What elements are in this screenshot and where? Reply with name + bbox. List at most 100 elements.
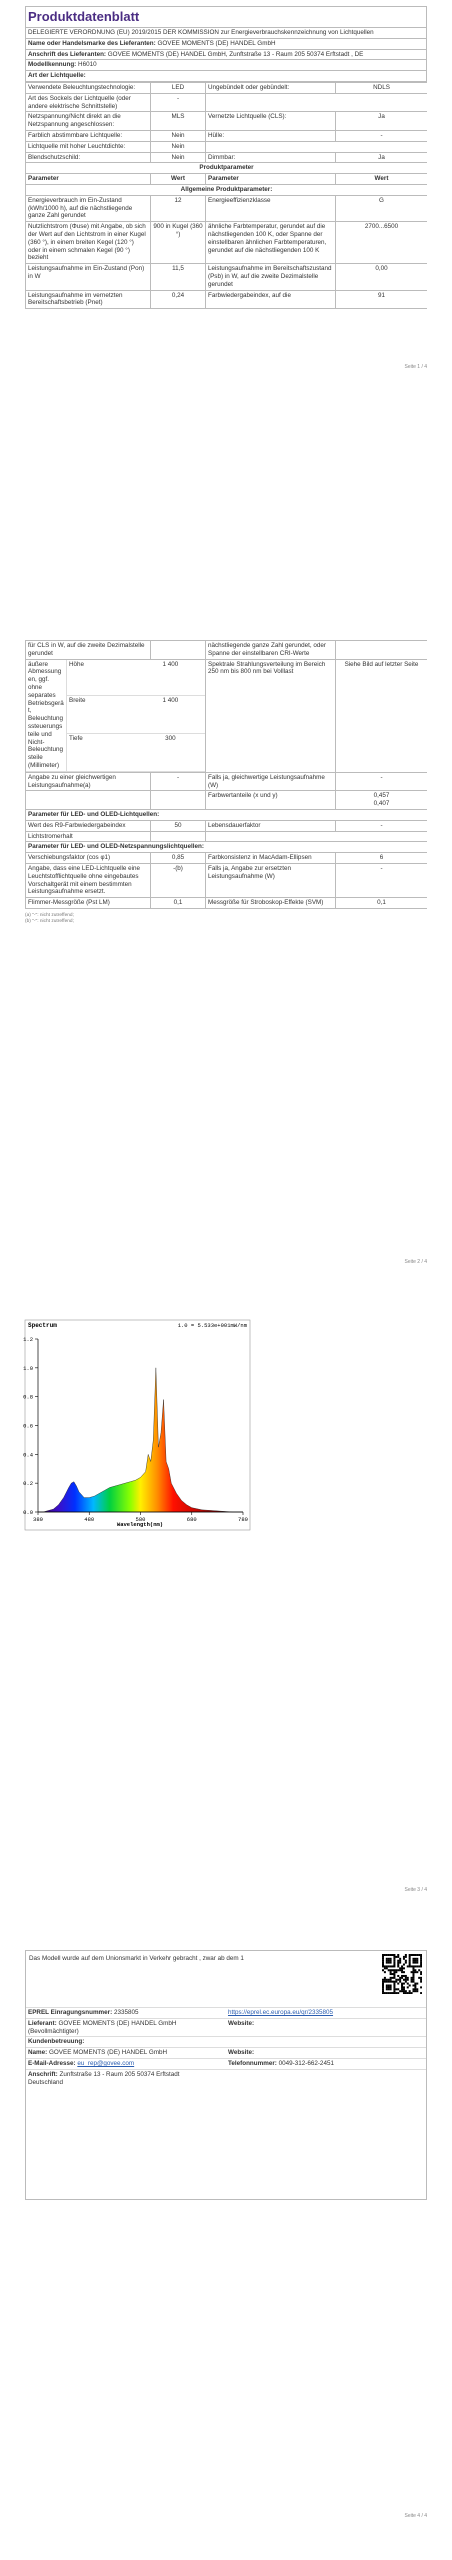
y-tick-label: 1.0: [23, 1365, 33, 1372]
section-header: Allgemeine Produktparameter:: [25, 183, 427, 196]
qr-module: [420, 1976, 422, 1979]
field-value: GOVEE MOMENTS (DE) HANDEL GmbH: [49, 2049, 168, 2057]
label-cell: Art des Sockels der Lichtquelle (oder an…: [25, 92, 151, 113]
table-row: Lichtquelle mit hoher Leuchtdichte: Nein: [25, 140, 427, 153]
qr-module: [382, 1978, 385, 1981]
label-cell: [25, 790, 151, 810]
qr-module: [406, 1978, 409, 1981]
qr-module: [387, 1988, 390, 1991]
contact-row: E-Mail-Adresse: eu_rep@govee.com Telefonn…: [26, 2057, 426, 2070]
contact-row: Kundenbetreuung:: [26, 2036, 426, 2048]
value-cell: 12: [150, 194, 206, 223]
dimension-row: Tiefe 300: [26, 733, 205, 772]
footnote: (a) "-": nicht zutreffend;: [25, 912, 74, 918]
link[interactable]: eu_rep@govee.com: [77, 2059, 135, 2067]
qr-module: [412, 1973, 415, 1976]
qr-module: [416, 1957, 419, 1960]
qr-module: [406, 1982, 409, 1985]
qr-module: [393, 1980, 396, 1983]
x-axis-label: Wavelength(nm): [117, 1521, 163, 1528]
qr-module: [408, 1955, 411, 1958]
page-footer: Seite 2 / 4: [404, 1259, 427, 1265]
qr-module: [406, 1976, 409, 1979]
qr-module: [416, 1959, 419, 1962]
qr-module: [385, 1978, 388, 1981]
qr-module: [382, 1963, 385, 1966]
qr-module: [382, 1954, 385, 1957]
qr-module: [402, 1955, 405, 1958]
qr-module: [420, 1973, 422, 1976]
qr-module: [382, 1986, 385, 1989]
qr-module: [404, 1992, 407, 1994]
table-row: Leistungsaufnahme im Ein-Zustand (Pon) i…: [25, 263, 427, 291]
field-value: GOVEE MOMENTS (DE) HANDEL GmbH (Bevollmä…: [28, 2019, 177, 2035]
qr-module: [393, 1974, 396, 1977]
qr-module: [389, 1959, 392, 1962]
value: H6010: [78, 61, 97, 69]
qr-module: [404, 1978, 407, 1981]
model: Modellkennung: H6010: [25, 60, 427, 72]
qr-module: [402, 1988, 405, 1991]
y-tick-label: 0.0: [23, 1509, 33, 1516]
label-cell: Nutzlichtstrom (Φuse) mit Angabe, ob sic…: [25, 221, 151, 265]
qr-module: [412, 1967, 415, 1970]
qr-module: [416, 1965, 419, 1968]
qr-module: [387, 1986, 390, 1989]
qr-module: [414, 1984, 417, 1987]
qr-module: [385, 1957, 388, 1960]
footnotes: (a) "-": nicht zutreffend; (b) "-": nicht…: [25, 913, 427, 925]
label: Anschrift des Lieferanten:: [28, 50, 107, 58]
qr-module: [412, 1959, 415, 1962]
qr-module: [397, 1974, 400, 1977]
qr-module: [408, 1957, 411, 1960]
field-value: Zunftstraße 13 - Raum 205 50374 Erftstad…: [28, 2070, 180, 2086]
qr-module: [402, 1990, 405, 1993]
label-cell: ähnliche Farbtemperatur, gerundet auf di…: [205, 221, 336, 265]
qr-module: [410, 1976, 413, 1979]
qr-module: [416, 1971, 419, 1974]
qr-module: [382, 1980, 385, 1983]
contact-cell: Kundenbetreuung:: [26, 2036, 426, 2048]
qr-module: [402, 1986, 405, 1989]
qr-module: [404, 1976, 407, 1979]
value: GOVEE MOMENTS (DE) HANDEL GmbH, Zunftstr…: [107, 50, 364, 58]
qr-module: [402, 1967, 405, 1970]
qr-module: [397, 1982, 400, 1985]
value-cell: -: [335, 129, 427, 142]
qr-module: [387, 1959, 390, 1962]
qr-module: [389, 1965, 392, 1968]
qr-module: [387, 1965, 390, 1968]
qr-module: [420, 1957, 422, 1960]
page-1: Produktdatenblatt DELEGIERTE VERORDNUNG …: [25, 6, 427, 366]
product-table: Verwendete Beleuchtungstechnologie: LED Un…: [25, 81, 427, 310]
label-cell: Parameter: [205, 173, 336, 185]
qr-module: [391, 1976, 394, 1979]
label-cell: Leistungsaufnahme im Bereitschaftszustan…: [205, 263, 336, 291]
qr-module: [408, 1992, 411, 1994]
qr-module: [404, 1990, 407, 1993]
qr-module: [393, 1990, 396, 1993]
qr-module: [420, 1959, 422, 1962]
qr-module: [420, 1978, 422, 1981]
value-cell: 0,00: [335, 263, 427, 291]
qr-module: [389, 1973, 392, 1976]
qr-module: [391, 1954, 394, 1957]
x-tick-label: 780: [238, 1516, 248, 1523]
link[interactable]: https://eprel.ec.europa.eu/qr/2335805: [228, 2009, 334, 2016]
label-cell: Dimmbar:: [205, 151, 336, 164]
table-row: Wert des R9-Farbwiedergabeindex 50 Lebensd…: [25, 819, 427, 832]
dimensions-table: äußere Abmessungen, ggf. ohne separates …: [26, 659, 205, 772]
table-row: Parameter für LED- und OLED-Lichtquellen…: [25, 808, 427, 821]
qr-module: [399, 1976, 402, 1979]
label-cell: nächstliegende ganze Zahl gerundet, oder…: [205, 640, 336, 660]
qr-module: [383, 1967, 386, 1970]
field-label: Website:: [228, 2019, 255, 2027]
qr-module: [408, 1984, 411, 1987]
table-row: Angabe zu einer gleichwertigen Leistungs…: [25, 771, 427, 792]
qr-module: [410, 1992, 413, 1994]
value-cell: NDLS: [335, 81, 427, 94]
contact-cell: Website:: [226, 2017, 426, 2037]
qr-module: [385, 1954, 388, 1957]
table-row: Angabe, dass eine LED-Lichtquelle eine L…: [25, 862, 427, 899]
qr-module: [387, 1978, 390, 1981]
